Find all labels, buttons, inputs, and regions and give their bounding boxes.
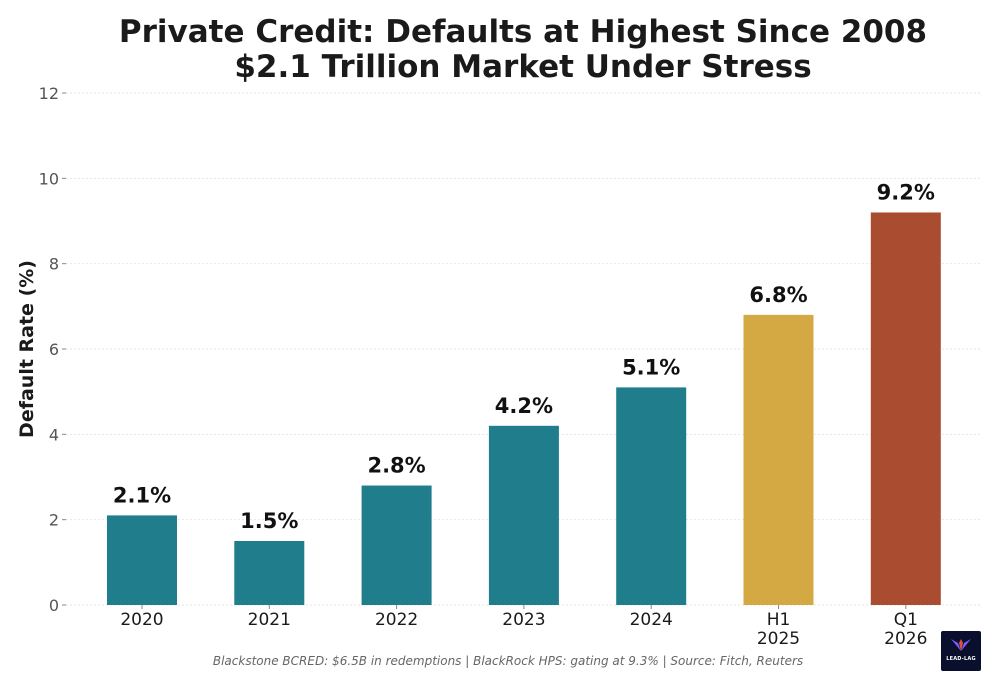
y-tick-label: 6 xyxy=(49,340,59,359)
chart-subtitle: $2.1 Trillion Market Under Stress xyxy=(234,49,811,85)
x-tick-label: 2020 xyxy=(120,610,163,630)
x-tick-label: 2023 xyxy=(502,610,545,630)
data-label: 9.2% xyxy=(877,180,935,204)
bar xyxy=(616,387,687,605)
x-tick-label: Q1 xyxy=(894,610,918,630)
x-tick-label: 2024 xyxy=(630,610,673,630)
lead-lag-logo: LEAD-LAG xyxy=(941,631,981,671)
x-tick-label: 2025 xyxy=(757,629,800,649)
winged-logo-icon xyxy=(951,639,971,651)
chart-title: Private Credit: Defaults at Highest Sinc… xyxy=(119,14,927,50)
y-tick-label: 8 xyxy=(49,255,59,274)
bar xyxy=(870,212,941,605)
y-tick-label: 0 xyxy=(49,596,59,615)
bar xyxy=(361,485,432,605)
x-tick-label: 2021 xyxy=(248,610,291,630)
bar xyxy=(488,425,559,605)
y-tick-label: 4 xyxy=(49,425,59,444)
y-axis-label: Default Rate (%) xyxy=(16,260,38,438)
x-tick-label: 2022 xyxy=(375,610,418,630)
y-tick-label: 2 xyxy=(49,511,59,530)
footer-note: Blackstone BCRED: $6.5B in redemptions |… xyxy=(213,654,803,668)
data-label: 1.5% xyxy=(240,509,298,533)
data-label: 6.8% xyxy=(749,283,807,307)
logo-text: LEAD-LAG xyxy=(946,656,976,662)
x-tick-label: 2026 xyxy=(884,629,927,649)
data-label: 4.2% xyxy=(495,394,553,418)
bar xyxy=(107,515,177,605)
data-label: 2.8% xyxy=(367,454,425,478)
x-tick-label: H1 xyxy=(767,610,791,630)
y-tick-label: 10 xyxy=(39,169,59,188)
data-label: 2.1% xyxy=(113,483,171,507)
bar xyxy=(743,314,814,605)
y-tick-label: 12 xyxy=(39,84,59,103)
data-label: 5.1% xyxy=(622,355,680,379)
bar xyxy=(234,541,305,605)
